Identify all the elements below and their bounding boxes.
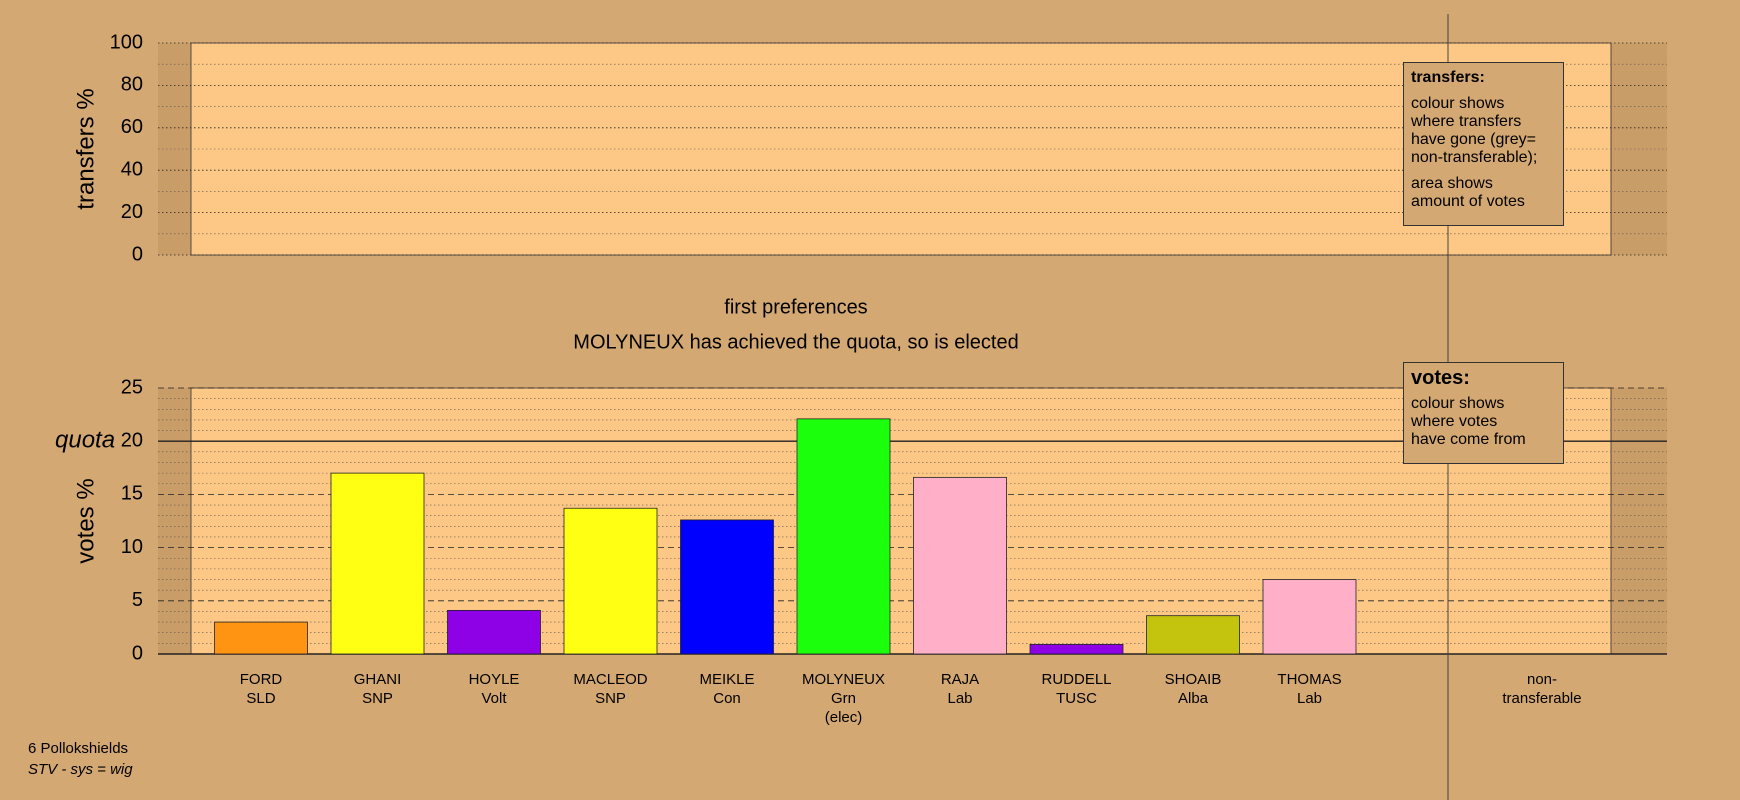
- x-tick-label: MEIKLE Con: [699, 671, 755, 707]
- y-tick-label: 40: [121, 158, 143, 180]
- bar: [330, 472, 425, 655]
- y-tick-label: 20: [121, 201, 143, 223]
- legend-text: colour shows where votes have come from: [1411, 395, 1526, 448]
- legend-title: transfers:: [1411, 69, 1485, 86]
- legend-text: colour shows where transfers have gone (…: [1411, 95, 1538, 166]
- legend-note: votes: colour shows where votes have come…: [1403, 362, 1564, 464]
- x-tick-label: THOMAS Lab: [1277, 671, 1342, 707]
- chart-title: first preferences: [724, 296, 867, 318]
- legend-text: area shows amount of votes: [1411, 175, 1525, 210]
- bar: [1029, 644, 1124, 655]
- bar: [913, 476, 1007, 655]
- bar: [680, 519, 774, 655]
- y-tick-label: 100: [110, 31, 143, 53]
- x-tick-label: GHANI SNP: [353, 671, 402, 707]
- y-tick-label: 5: [132, 589, 143, 611]
- plot-box: [190, 387, 1612, 655]
- y-axis-label: votes %: [72, 478, 99, 563]
- footer-system: STV - sys = wig: [28, 761, 133, 778]
- y-tick-label: 60: [121, 116, 143, 138]
- y-axis-label: transfers %: [72, 88, 99, 209]
- legend-title: votes:: [1411, 367, 1470, 389]
- y-tick-label: 15: [121, 483, 143, 505]
- footer-ward: 6 Pollokshields: [28, 740, 129, 757]
- quota-label: quota: [55, 427, 115, 454]
- bar: [447, 609, 541, 655]
- x-tick-label: HOYLE Volt: [468, 671, 520, 707]
- x-tick-label: MOLYNEUX Grn (elec): [801, 671, 886, 726]
- x-tick-label: MACLEOD SNP: [573, 671, 648, 707]
- legend-note: transfers: colour shows where transfers h…: [1403, 62, 1564, 226]
- chart-subtitle: MOLYNEUX has achieved the quota, so is e…: [573, 331, 1018, 353]
- y-tick-label: 10: [121, 536, 143, 558]
- x-tick-label: non- transferable: [1502, 671, 1582, 707]
- bar: [563, 507, 658, 655]
- y-tick-label: 80: [121, 74, 143, 96]
- bar: [214, 621, 308, 655]
- bar: [796, 418, 891, 655]
- y-tick-label: 0: [132, 243, 143, 265]
- x-tick-label: RUDDELL TUSC: [1041, 671, 1112, 707]
- x-tick-label: RAJA Lab: [940, 671, 980, 707]
- bar: [1262, 579, 1357, 655]
- y-tick-label: 20: [121, 429, 143, 451]
- y-tick-label: 0: [132, 642, 143, 664]
- x-tick-label: FORD SLD: [239, 671, 283, 707]
- bar: [1146, 615, 1240, 655]
- y-tick-label: 25: [121, 376, 143, 398]
- x-tick-label: SHOAIB Alba: [1164, 671, 1222, 707]
